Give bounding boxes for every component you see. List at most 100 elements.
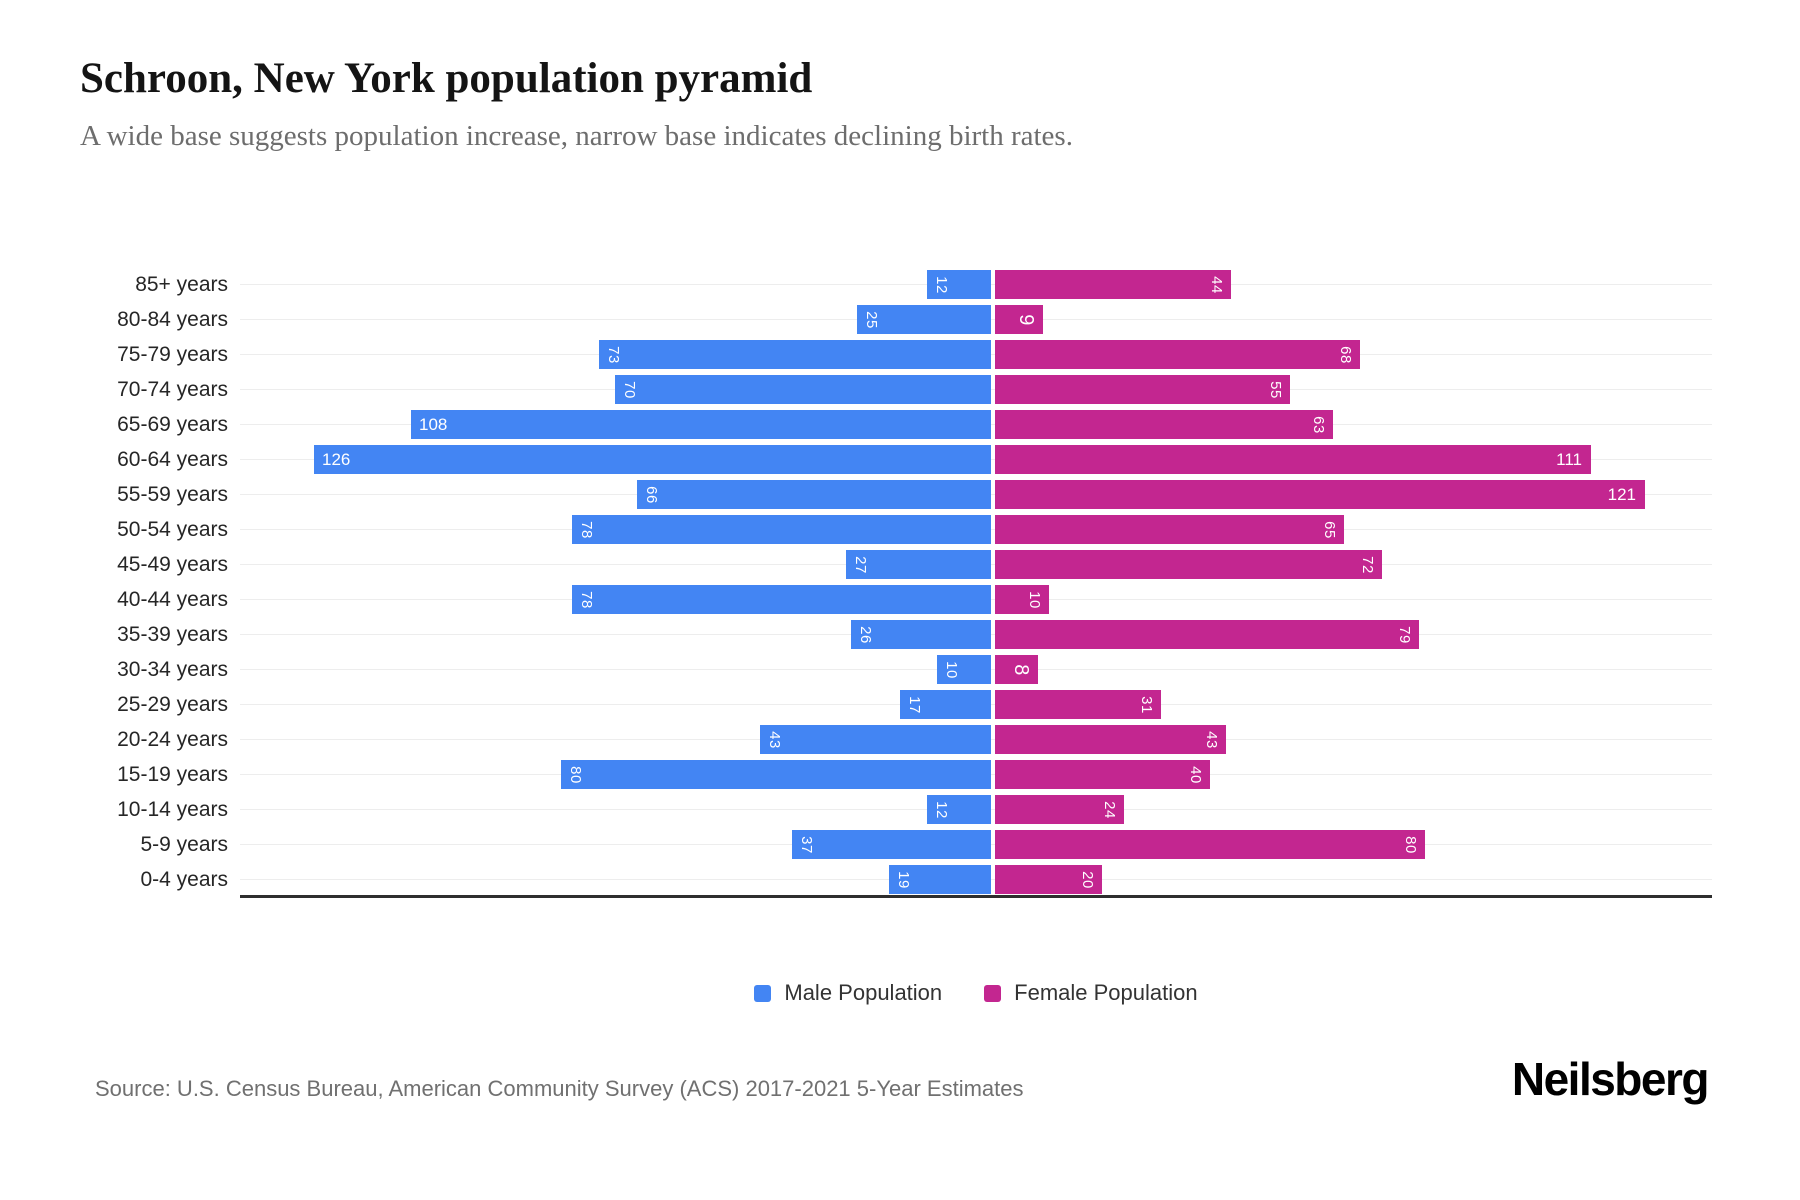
bar-value-label: 78 xyxy=(578,590,595,609)
legend-item-male: Male Population xyxy=(754,980,942,1006)
bar-value-label: 43 xyxy=(766,730,783,749)
pyramid-row: 60-64 years 126 111 xyxy=(0,442,1800,477)
pyramid-row: 30-34 years 10 8 xyxy=(0,652,1800,687)
bar-value-label: 40 xyxy=(1187,765,1204,784)
bar-value-label: 55 xyxy=(1267,380,1284,399)
age-group-label: 75-79 years xyxy=(117,343,228,366)
age-group-label: 5-9 years xyxy=(140,833,228,856)
pyramid-plot: 85+ years 12 44 80-84 years 25 9 75-79 years 73… xyxy=(0,267,1800,898)
age-group-label: 30-34 years xyxy=(117,658,228,681)
bar-value-label: 24 xyxy=(1101,800,1118,819)
female-bar: 68 xyxy=(995,340,1360,369)
female-bar: 31 xyxy=(995,690,1161,719)
female-bar: 9 xyxy=(995,305,1043,334)
male-bar: 37 xyxy=(792,830,991,859)
age-group-label: 85+ years xyxy=(135,273,228,296)
bar-track: 37 80 xyxy=(240,827,1712,862)
pyramid-row: 20-24 years 43 43 xyxy=(0,722,1800,757)
bar-value-label: 43 xyxy=(1203,730,1220,749)
male-bar: 43 xyxy=(760,725,991,754)
bar-value-label: 68 xyxy=(1337,345,1354,364)
pyramid-row: 75-79 years 73 68 xyxy=(0,337,1800,372)
bar-value-label: 17 xyxy=(906,695,923,714)
age-group-label: 50-54 years xyxy=(117,518,228,541)
age-group-label: 80-84 years xyxy=(117,308,228,331)
bar-value-label: 12 xyxy=(933,800,950,819)
male-bar: 19 xyxy=(889,865,991,894)
bar-value-label: 80 xyxy=(1402,835,1419,854)
bar-value-label: 31 xyxy=(1138,695,1155,714)
pyramid-row: 35-39 years 26 79 xyxy=(0,617,1800,652)
female-legend-swatch xyxy=(984,984,1002,1002)
bar-value-label: 80 xyxy=(567,765,584,784)
bar-value-label: 37 xyxy=(798,835,815,854)
age-group-label: 35-39 years xyxy=(117,623,228,646)
male-bar: 10 xyxy=(937,655,991,684)
female-bar: 20 xyxy=(995,865,1102,894)
pyramid-row: 50-54 years 78 65 xyxy=(0,512,1800,547)
male-bar: 17 xyxy=(900,690,991,719)
pyramid-row: 0-4 years 19 20 xyxy=(0,862,1800,897)
male-bar: 26 xyxy=(851,620,991,649)
bar-track: 12 44 xyxy=(240,267,1712,302)
bar-track: 70 55 xyxy=(240,372,1712,407)
bar-track: 26 79 xyxy=(240,617,1712,652)
female-bar: 10 xyxy=(995,585,1049,614)
bar-track: 73 68 xyxy=(240,337,1712,372)
bar-track: 12 24 xyxy=(240,792,1712,827)
female-bar: 111 xyxy=(995,445,1591,474)
chart-subtitle: A wide base suggests population increase… xyxy=(80,120,1073,152)
female-bar: 80 xyxy=(995,830,1425,859)
male-bar: 70 xyxy=(615,375,991,404)
brand-logo: Neilsberg xyxy=(1511,1053,1710,1105)
age-group-label: 70-74 years xyxy=(117,378,228,401)
bar-value-label: 8 xyxy=(1010,663,1032,676)
bar-track: 80 40 xyxy=(240,757,1712,792)
bar-value-label: 111 xyxy=(1556,449,1582,469)
bar-value-label: 12 xyxy=(933,275,950,294)
female-bar: 24 xyxy=(995,795,1124,824)
bar-value-label: 63 xyxy=(1310,415,1327,434)
pyramid-row: 80-84 years 25 9 xyxy=(0,302,1800,337)
male-bar: 80 xyxy=(561,760,991,789)
bar-value-label: 27 xyxy=(852,555,869,574)
male-bar: 27 xyxy=(846,550,991,579)
pyramid-row: 10-14 years 12 24 xyxy=(0,792,1800,827)
bar-track: 27 72 xyxy=(240,547,1712,582)
bar-track: 66 121 xyxy=(240,477,1712,512)
age-group-label: 20-24 years xyxy=(117,728,228,751)
pyramid-row: 45-49 years 27 72 xyxy=(0,547,1800,582)
pyramid-row: 55-59 years 66 121 xyxy=(0,477,1800,512)
male-bar: 66 xyxy=(637,480,991,509)
female-bar: 65 xyxy=(995,515,1344,544)
bar-value-label: 44 xyxy=(1208,275,1225,294)
legend: Male Population Female Population xyxy=(240,980,1712,1006)
age-group-label: 65-69 years xyxy=(117,413,228,436)
female-bar: 63 xyxy=(995,410,1333,439)
age-group-label: 60-64 years xyxy=(117,448,228,471)
bar-value-label: 126 xyxy=(322,449,351,469)
bar-value-label: 79 xyxy=(1396,625,1413,644)
female-bar: 79 xyxy=(995,620,1419,649)
bar-track: 78 65 xyxy=(240,512,1712,547)
bar-track: 25 9 xyxy=(240,302,1712,337)
female-bar: 8 xyxy=(995,655,1038,684)
x-axis-line xyxy=(240,895,1712,898)
pyramid-row: 25-29 years 17 31 xyxy=(0,687,1800,722)
bar-value-label: 66 xyxy=(643,485,660,504)
bar-track: 126 111 xyxy=(240,442,1712,477)
age-group-label: 10-14 years xyxy=(117,798,228,821)
bar-value-label: 70 xyxy=(621,380,638,399)
bar-track: 19 20 xyxy=(240,862,1712,897)
bar-value-label: 78 xyxy=(578,520,595,539)
bar-value-label: 25 xyxy=(863,310,880,329)
bar-track: 17 31 xyxy=(240,687,1712,722)
male-legend-swatch xyxy=(754,984,772,1002)
female-bar: 121 xyxy=(995,480,1645,509)
female-bar: 55 xyxy=(995,375,1290,404)
bar-value-label: 10 xyxy=(943,660,960,679)
male-legend-label: Male Population xyxy=(784,980,943,1005)
male-bar: 25 xyxy=(857,305,991,334)
female-bar: 72 xyxy=(995,550,1382,579)
